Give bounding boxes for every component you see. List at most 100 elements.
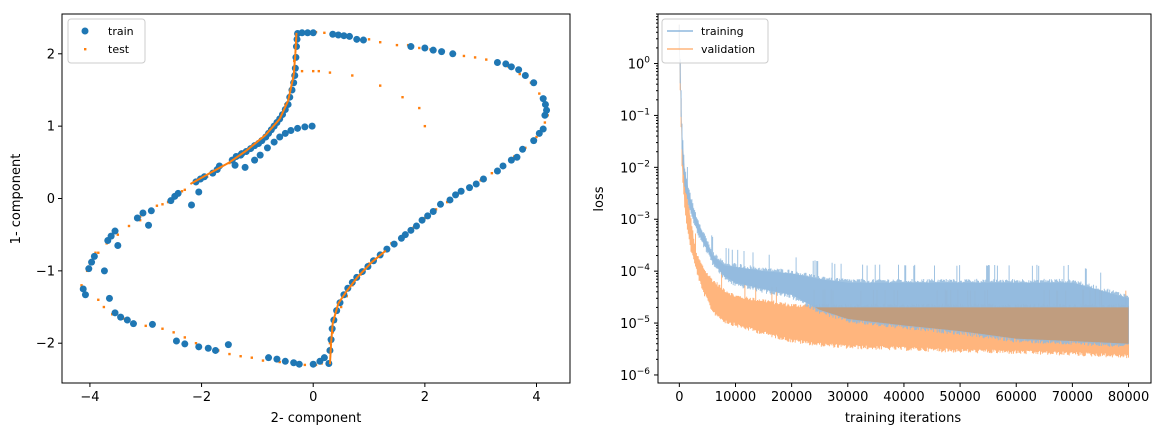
x-tick-label: 40000 [883, 390, 924, 405]
test-dense-segment [206, 161, 230, 176]
test-point [445, 200, 449, 204]
test-dense-segment [345, 276, 359, 292]
train-point [429, 46, 437, 54]
x-tick-label: −4 [80, 390, 99, 405]
x-tick-label: 70000 [1052, 390, 1093, 405]
test-dense-segment [294, 32, 298, 54]
test-point [378, 84, 382, 87]
y-tick-label: 1 [47, 120, 55, 135]
test-point [538, 92, 541, 95]
test-point [535, 135, 538, 139]
train-point [224, 341, 232, 349]
train-point [212, 346, 220, 354]
train-point [530, 137, 538, 145]
train-point [107, 232, 115, 240]
test-point [518, 72, 521, 76]
train-point [281, 129, 289, 137]
test-point [138, 219, 142, 222]
train-point [452, 191, 460, 199]
train-point [295, 360, 303, 368]
train-point [241, 163, 249, 171]
train-point [515, 66, 523, 74]
test-point [423, 124, 427, 128]
y-tick-label: 10−5 [620, 315, 650, 332]
train-point [539, 125, 547, 133]
overlap-band [815, 307, 1129, 344]
train-point [412, 222, 420, 230]
train-point [204, 344, 212, 352]
train-point [81, 291, 89, 299]
train-point [294, 124, 302, 132]
train-point [424, 212, 432, 220]
legend-test-label: test [108, 43, 130, 56]
train-point [507, 63, 515, 71]
test-point [367, 38, 371, 41]
loss-x-ticks: 0 10000 20000 30000 40000 50000 60000 70000 8000… [675, 383, 1149, 405]
train-point [304, 29, 312, 37]
train-point [507, 156, 515, 164]
test-point [303, 363, 307, 367]
test-point [300, 69, 304, 73]
test-point [312, 69, 315, 73]
scatter-y-label: 1- component [9, 154, 24, 245]
train-point [340, 32, 348, 40]
x-tick-label: 80000 [1108, 390, 1149, 405]
train-point [195, 188, 203, 196]
test-point [395, 43, 399, 47]
test-point [161, 203, 164, 206]
loss-frame [657, 13, 1152, 384]
train-point [530, 79, 538, 87]
test-dense-segment [328, 343, 333, 365]
train-point [174, 189, 182, 197]
test-point [116, 233, 120, 236]
x-tick-label: 30000 [827, 390, 868, 405]
train-point [181, 340, 189, 348]
train-point [320, 354, 328, 362]
train-point [521, 72, 529, 79]
legend-test-marker [84, 48, 87, 51]
legend-train-marker [81, 27, 89, 35]
test-dense-segment [278, 100, 289, 120]
x-tick-label: 0 [309, 390, 317, 405]
test-dense-segment [245, 134, 267, 152]
train-point [446, 196, 454, 204]
train-point [325, 359, 333, 367]
train-point [539, 95, 547, 103]
train-point [145, 221, 153, 229]
legend-training-label: training [701, 25, 744, 38]
train-point [519, 145, 527, 153]
y-tick-label: 10−1 [620, 107, 650, 124]
loss-panel: 0 10000 20000 30000 40000 50000 60000 70000 8000… [592, 13, 1152, 426]
test-point [94, 251, 97, 254]
train-point [541, 100, 549, 108]
train-point [407, 43, 415, 51]
loss-y-ticks: 100 10−1 10−2 10−3 10−4 10−5 10−6 [620, 13, 658, 384]
train-point [513, 153, 521, 161]
train-point [309, 29, 317, 37]
loss-series [678, 24, 1129, 359]
test-point [144, 324, 147, 328]
train-point [88, 258, 96, 266]
test-point [278, 360, 281, 364]
x-tick-label: 4 [532, 390, 540, 405]
test-point [401, 96, 404, 99]
train-point [301, 123, 309, 131]
test-point [351, 74, 354, 77]
train-point [308, 122, 316, 130]
test-point [418, 106, 421, 110]
test-point [490, 171, 494, 175]
x-tick-label: 20000 [771, 390, 812, 405]
y-tick-label: −2 [36, 337, 55, 352]
loss-legend: training validation [661, 18, 769, 64]
y-tick-label: 10−6 [620, 367, 650, 384]
test-point [328, 71, 332, 74]
test-point [102, 305, 106, 309]
train-point [281, 357, 289, 365]
train-point [79, 285, 87, 293]
y-tick-label: −1 [36, 264, 55, 279]
train-point [265, 354, 273, 362]
train-point [359, 36, 367, 44]
train-point [123, 316, 131, 324]
train-point [148, 320, 156, 328]
train-point [401, 231, 409, 239]
